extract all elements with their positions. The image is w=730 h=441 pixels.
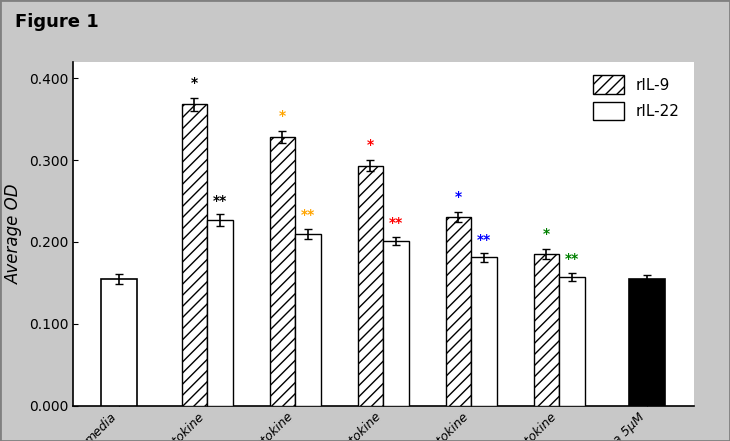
Text: Figure 1: Figure 1 [15,13,99,31]
Bar [534,254,559,406]
Bar [101,279,137,406]
Bar [358,166,383,406]
Bar [629,279,665,406]
Text: **: ** [565,253,580,266]
Text: **: ** [301,208,315,222]
Text: *: * [543,227,550,241]
Bar [295,234,321,406]
Y-axis label: Average OD: Average OD [5,183,23,284]
Text: *: * [367,138,374,152]
Bar [269,137,295,406]
Text: *: * [191,75,198,90]
Legend: rIL-9, rIL-22: rIL-9, rIL-22 [587,69,686,127]
Bar [559,277,585,406]
Bar [445,217,472,406]
Text: *: * [455,190,462,204]
Text: **: ** [389,217,403,231]
Text: *: * [279,109,286,123]
Text: **: ** [213,194,227,208]
Bar [207,220,233,406]
Bar [182,105,207,406]
Text: **: ** [477,233,491,247]
Bar [472,258,497,406]
Bar [383,241,409,406]
